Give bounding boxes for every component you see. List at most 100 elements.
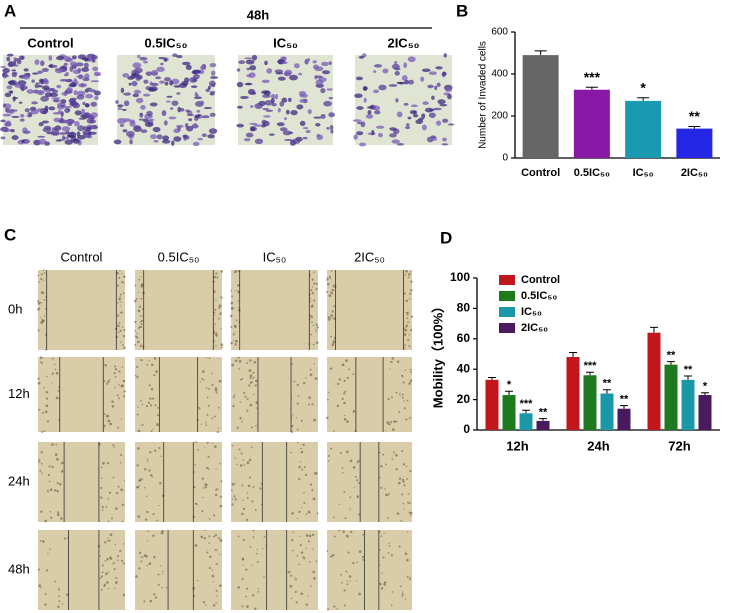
speck <box>254 508 257 511</box>
speck <box>118 397 120 400</box>
speck <box>140 560 143 563</box>
cell <box>115 100 119 104</box>
cell <box>153 139 159 143</box>
cell <box>135 76 141 81</box>
cell <box>66 78 73 83</box>
cell <box>161 110 167 117</box>
cell <box>193 123 197 126</box>
speck <box>350 530 353 534</box>
speck <box>118 322 121 324</box>
speck <box>246 605 249 609</box>
speck <box>315 323 318 327</box>
speck <box>312 324 314 327</box>
speck <box>292 531 294 533</box>
error-bar <box>505 390 513 396</box>
cell <box>72 69 81 75</box>
speck <box>116 284 119 287</box>
speck <box>401 493 404 496</box>
speck <box>113 568 116 571</box>
speck <box>147 401 151 405</box>
speck <box>357 459 360 463</box>
cell <box>441 143 449 146</box>
cell <box>200 64 207 71</box>
speck <box>108 539 111 542</box>
cell <box>82 101 86 106</box>
cell <box>78 83 88 88</box>
cell <box>58 109 62 114</box>
bar <box>536 420 550 430</box>
speck <box>42 411 45 414</box>
cell <box>140 105 146 110</box>
speck <box>396 512 400 515</box>
speck <box>332 516 335 519</box>
speck <box>312 343 315 346</box>
cell <box>85 103 90 108</box>
speck <box>123 395 126 398</box>
cell <box>41 120 49 124</box>
speck <box>358 592 361 596</box>
speck <box>252 594 255 597</box>
speck <box>151 363 154 366</box>
speck <box>115 507 118 510</box>
speck <box>308 534 312 538</box>
y-tick-label: 200 <box>491 111 508 122</box>
cell <box>159 80 165 84</box>
speck <box>58 483 62 486</box>
speck <box>41 540 45 543</box>
cell <box>354 93 363 98</box>
speck <box>101 508 104 511</box>
speck <box>315 341 319 344</box>
speck <box>311 286 314 288</box>
speck <box>43 430 46 432</box>
speck <box>333 305 336 308</box>
speck <box>109 422 112 426</box>
speck <box>204 486 207 489</box>
speck <box>343 589 346 592</box>
speck <box>201 370 205 373</box>
cell <box>396 111 403 118</box>
cell <box>6 85 13 90</box>
cell <box>447 123 455 126</box>
speck <box>120 418 122 420</box>
speck <box>404 552 408 556</box>
cell <box>22 74 30 80</box>
speck <box>387 423 390 426</box>
speck <box>211 383 214 386</box>
cell <box>137 54 141 59</box>
speck <box>220 270 224 273</box>
speck <box>408 334 410 336</box>
cell <box>19 118 25 122</box>
speck <box>119 270 121 272</box>
speck <box>238 359 242 363</box>
cell <box>0 119 6 123</box>
speck <box>249 546 252 548</box>
cell <box>126 131 135 137</box>
cell <box>328 112 335 118</box>
speck <box>406 558 409 562</box>
cell <box>66 86 73 93</box>
error-bar <box>688 126 701 129</box>
cell <box>185 109 190 113</box>
speck <box>237 290 240 293</box>
speck <box>140 276 142 278</box>
cell <box>90 112 98 118</box>
speck <box>201 477 205 480</box>
speck <box>43 299 46 301</box>
x-tick-label: Control <box>521 167 560 179</box>
cell <box>373 70 377 74</box>
speck <box>208 535 211 538</box>
speck <box>123 276 126 278</box>
speck <box>401 374 404 377</box>
cell <box>36 89 45 96</box>
speck <box>232 404 235 408</box>
speck <box>37 300 40 303</box>
cell <box>2 68 10 74</box>
speck <box>220 328 222 330</box>
speck <box>145 555 148 558</box>
speck <box>255 425 257 427</box>
speck <box>310 315 313 319</box>
speck <box>137 429 141 433</box>
cell <box>410 104 418 108</box>
speck <box>296 428 299 431</box>
speck <box>252 536 255 538</box>
